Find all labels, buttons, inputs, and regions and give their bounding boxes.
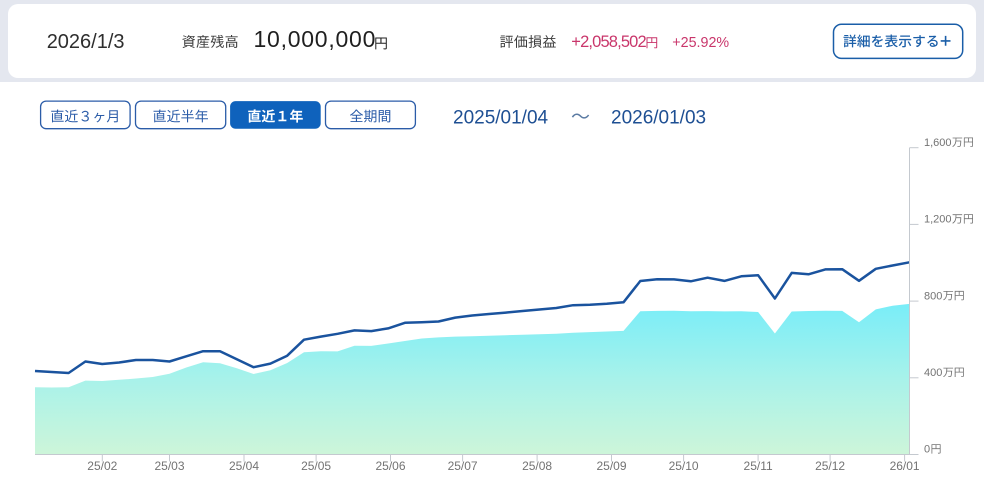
svg-text:25/08: 25/08: [522, 459, 552, 473]
svg-text:+2,058,502: +2,058,502: [571, 33, 646, 51]
svg-text:25/02: 25/02: [87, 459, 117, 473]
svg-text:2025/01/04: 2025/01/04: [453, 107, 549, 128]
svg-text:25/12: 25/12: [815, 459, 845, 473]
svg-text:25/03: 25/03: [154, 459, 184, 473]
svg-text:25/09: 25/09: [596, 459, 626, 473]
svg-text:26/01: 26/01: [890, 459, 920, 473]
svg-text:1,200: 1,200: [924, 214, 952, 226]
svg-text:1,600: 1,600: [924, 137, 952, 149]
svg-text:25/06: 25/06: [375, 459, 405, 473]
svg-text:25/11: 25/11: [744, 459, 773, 473]
svg-text:800: 800: [924, 290, 942, 302]
svg-text:25/10: 25/10: [669, 459, 699, 473]
svg-text:25/07: 25/07: [448, 459, 478, 473]
svg-text:+25.92%: +25.92%: [672, 35, 729, 51]
svg-text:2026/01/03: 2026/01/03: [611, 107, 706, 128]
svg-text:25/04: 25/04: [229, 459, 259, 473]
svg-text:10,000,000: 10,000,000: [254, 26, 377, 52]
svg-text:25/05: 25/05: [301, 459, 331, 473]
svg-text:400: 400: [924, 367, 942, 379]
svg-text:2026/1/3: 2026/1/3: [47, 31, 125, 53]
svg-text:0: 0: [924, 444, 930, 456]
